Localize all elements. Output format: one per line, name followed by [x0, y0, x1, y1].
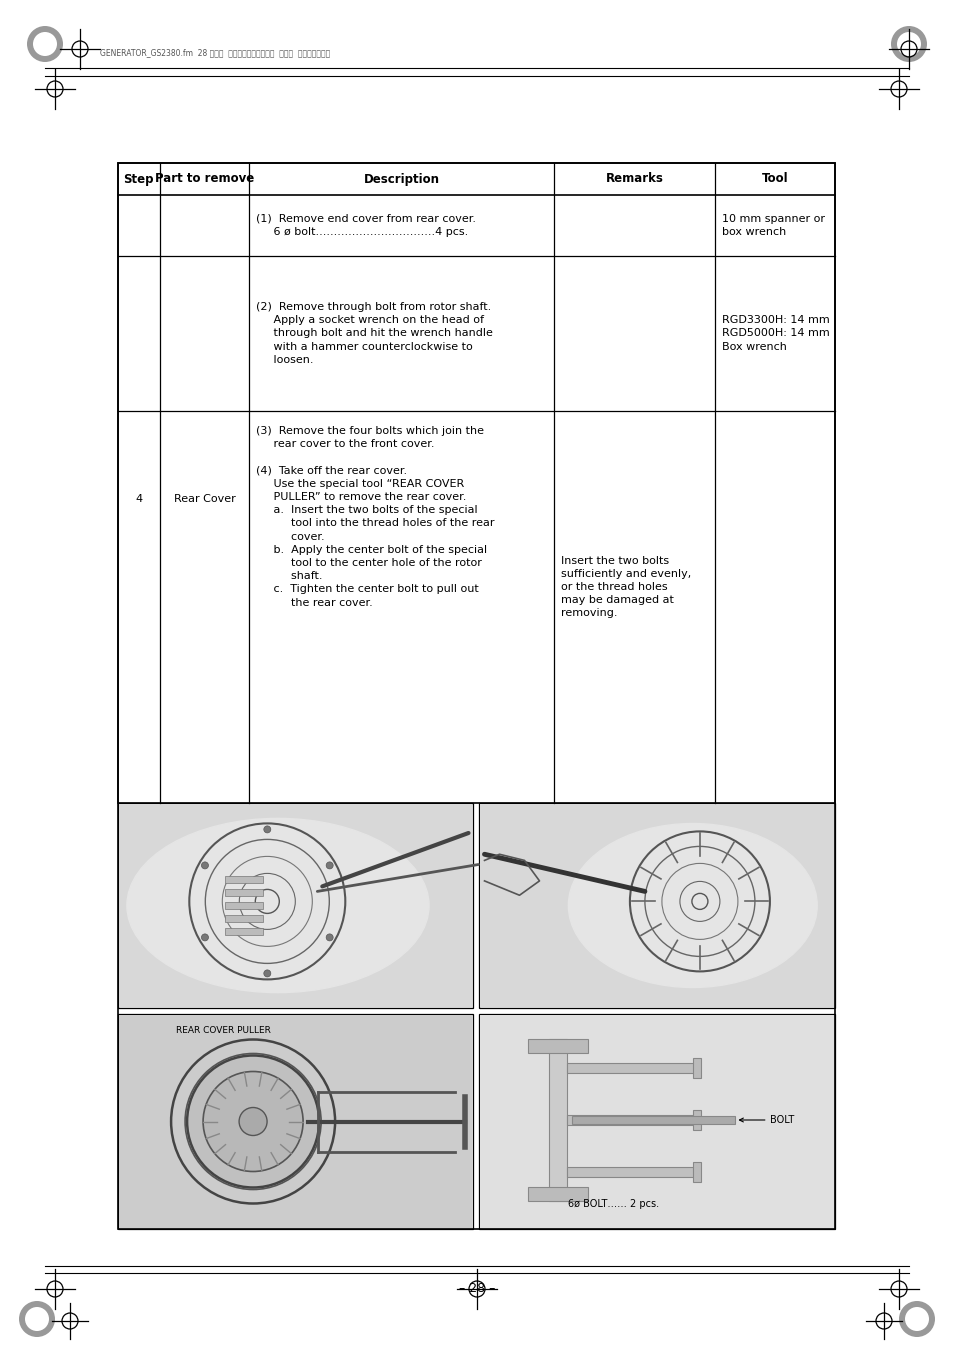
Circle shape: [326, 862, 333, 869]
Ellipse shape: [127, 819, 429, 993]
Text: Description: Description: [363, 173, 439, 185]
Circle shape: [33, 32, 57, 55]
Text: 6ø BOLT…… 2 pcs.: 6ø BOLT…… 2 pcs.: [568, 1198, 659, 1209]
Circle shape: [27, 26, 63, 62]
Circle shape: [890, 26, 926, 62]
Circle shape: [898, 1301, 934, 1337]
Circle shape: [904, 1306, 928, 1331]
Circle shape: [19, 1301, 55, 1337]
Bar: [692, 1162, 700, 1182]
Text: GENERATOR_GS2380.fm  28 ページ  ２００７年１０月１日  月曜日  午前９晏１３分: GENERATOR_GS2380.fm 28 ページ ２００７年１０月１日 月曜…: [100, 49, 330, 58]
Text: Rear Cover: Rear Cover: [173, 494, 235, 504]
Bar: [571, 1116, 735, 1124]
Bar: [548, 1039, 566, 1201]
Bar: [692, 1058, 700, 1078]
Text: REAR COVER PULLER: REAR COVER PULLER: [175, 1025, 271, 1035]
Text: – 28 –: – 28 –: [458, 1282, 495, 1296]
Text: (3)  Remove the four bolts which join the
     rear cover to the front cover.

(: (3) Remove the four bolts which join the…: [256, 426, 495, 608]
Bar: [119, 1015, 472, 1228]
Bar: [480, 804, 833, 1006]
Circle shape: [326, 934, 333, 940]
Text: RGD3300H: 14 mm
RGD5000H: 14 mm
Box wrench: RGD3300H: 14 mm RGD5000H: 14 mm Box wren…: [721, 315, 829, 351]
Bar: [566, 1063, 700, 1073]
Bar: [118, 802, 473, 1008]
Bar: [566, 1115, 700, 1125]
Bar: [692, 1111, 700, 1129]
Ellipse shape: [568, 824, 817, 988]
Text: (1)  Remove end cover from rear cover.
     6 ø bolt............................: (1) Remove end cover from rear cover. 6 …: [256, 213, 476, 236]
Text: 4: 4: [135, 494, 142, 504]
Text: 10 mm spanner or
box wrench: 10 mm spanner or box wrench: [721, 213, 824, 236]
Circle shape: [201, 862, 209, 869]
Text: (2)  Remove through bolt from rotor shaft.
     Apply a socket wrench on the hea: (2) Remove through bolt from rotor shaft…: [256, 303, 493, 365]
Bar: [479, 802, 834, 1008]
Bar: [118, 163, 834, 1229]
Bar: [119, 1015, 472, 1228]
Bar: [118, 1015, 473, 1229]
Bar: [225, 877, 263, 884]
Bar: [527, 1039, 587, 1052]
Bar: [480, 1015, 833, 1228]
Text: Tool: Tool: [761, 173, 787, 185]
Circle shape: [264, 970, 271, 977]
Bar: [225, 916, 263, 923]
Bar: [119, 804, 472, 1006]
Circle shape: [239, 1108, 267, 1135]
Circle shape: [203, 1071, 303, 1171]
Bar: [225, 889, 263, 897]
Circle shape: [187, 1055, 318, 1188]
Text: Insert the two bolts
sufficiently and evenly,
or the thread holes
may be damaged: Insert the two bolts sufficiently and ev…: [560, 555, 691, 619]
Text: Part to remove: Part to remove: [154, 173, 253, 185]
Bar: [566, 1167, 700, 1177]
Text: Step: Step: [123, 173, 153, 185]
Circle shape: [896, 32, 920, 55]
Bar: [480, 1015, 833, 1228]
Bar: [479, 1015, 834, 1229]
Bar: [118, 163, 834, 802]
Circle shape: [201, 934, 209, 940]
Text: Remarks: Remarks: [605, 173, 663, 185]
Text: BOLT: BOLT: [739, 1115, 794, 1125]
Bar: [225, 902, 263, 909]
Circle shape: [264, 825, 271, 834]
Bar: [225, 928, 263, 935]
Circle shape: [25, 1306, 49, 1331]
Bar: [527, 1188, 587, 1201]
